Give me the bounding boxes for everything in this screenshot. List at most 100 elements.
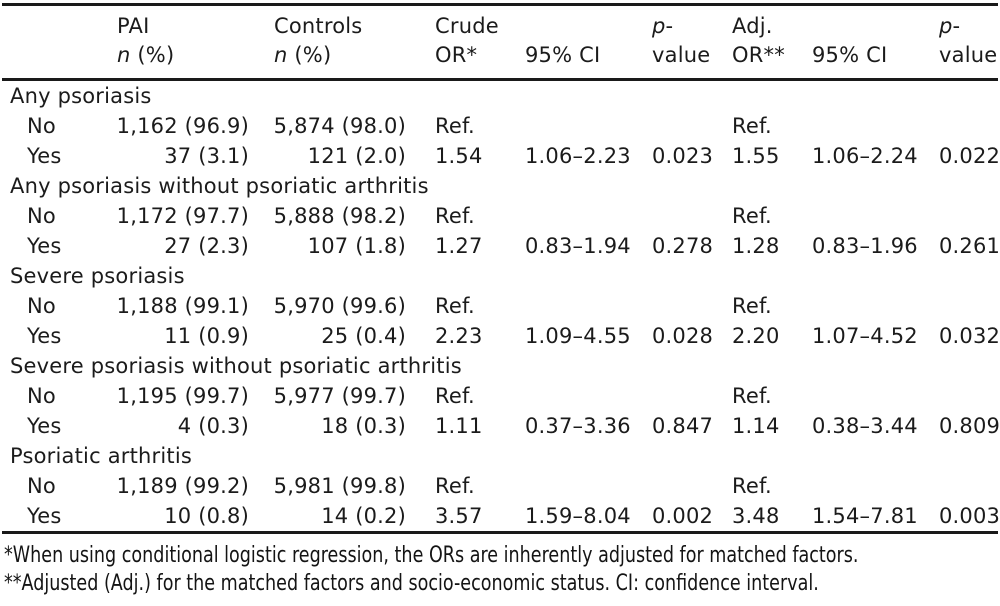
cell-pai: 27 (2.3) <box>164 234 249 258</box>
cell-ci-crude: 1.06–2.23 <box>525 144 631 168</box>
cell-pai: 4 (0.3) <box>177 414 249 438</box>
row-label: No <box>27 294 56 318</box>
header-p2-dash: - <box>952 14 961 38</box>
table-row: No 1,188 (99.1) 5,970 (99.6) Ref. Ref. <box>2 291 998 321</box>
header-crude-line2: OR* <box>435 43 478 67</box>
cell-ci-adj: 1.54–7.81 <box>812 504 918 528</box>
cell-controls: 5,874 (98.0) <box>273 114 406 138</box>
cell-pvalue-adj: 0.809 <box>939 414 1000 438</box>
cell-pvalue-adj <box>895 111 998 141</box>
header-p1-dash: - <box>665 14 674 38</box>
cell-pai: 1,188 (99.1) <box>116 294 249 318</box>
table-row: Yes 4 (0.3) 18 (0.3) 1.11 0.37–3.36 0.84… <box>2 411 1000 441</box>
cell-pvalue-crude: 0.028 <box>652 324 714 348</box>
cell-crude-or: Ref. <box>435 384 475 408</box>
cell-ci-adj <box>775 471 895 501</box>
cell-ci-crude: 0.83–1.94 <box>525 234 631 258</box>
cell-ci-adj <box>775 291 895 321</box>
cell-pai: 1,189 (99.2) <box>116 474 249 498</box>
table-header: PAI n (%) Controls n (%) Crude OR* 95% C… <box>2 4 998 81</box>
section-row-severe-psoriasis: Severe psoriasis <box>2 261 998 291</box>
section-title: Any psoriasis without psoriatic arthriti… <box>10 174 429 198</box>
header-ci-adj-label: 95% CI <box>812 43 888 67</box>
table-row: Yes 27 (2.3) 107 (1.8) 1.27 0.83–1.94 0.… <box>2 231 1000 261</box>
header-p2-value: value <box>939 43 998 67</box>
cell-pai: 37 (3.1) <box>164 144 249 168</box>
cell-pvalue-adj: 0.032 <box>939 324 1000 348</box>
cell-pvalue-crude: 0.002 <box>652 504 714 528</box>
cell-adj-or: Ref. <box>732 204 772 228</box>
cell-pai: 1,162 (96.9) <box>116 114 249 138</box>
header-pai-line1: PAI <box>117 14 150 38</box>
cell-crude-or: Ref. <box>435 474 475 498</box>
cell-controls: 14 (0.2) <box>321 504 406 528</box>
cell-adj-or: Ref. <box>732 294 772 318</box>
footnote-crude-or: *When using conditional logistic regress… <box>4 543 859 568</box>
section-title: Severe psoriasis <box>10 264 185 288</box>
cell-pai: 1,172 (97.7) <box>116 204 249 228</box>
cell-crude-or: 1.27 <box>435 234 483 258</box>
table-body: Any psoriasis No 1,162 (96.9) 5,874 (98.… <box>2 80 1000 533</box>
header-row-label <box>2 4 112 81</box>
header-adj-or: Adj. OR** <box>697 4 785 81</box>
cell-pvalue-crude <box>611 291 697 321</box>
cell-ci-crude: 1.09–4.55 <box>525 324 631 348</box>
cell-crude-or: 3.57 <box>435 504 483 528</box>
cell-controls: 5,977 (99.7) <box>273 384 406 408</box>
header-p1-value: value <box>652 43 711 67</box>
header-crude-line1: Crude <box>435 14 499 38</box>
header-pai-n: n <box>117 43 131 67</box>
section-row-psoriatic-arthritis: Psoriatic arthritis <box>2 441 998 471</box>
cell-crude-or: 2.23 <box>435 324 483 348</box>
cell-pvalue-crude: 0.278 <box>652 234 714 258</box>
cell-pai: 1,195 (99.7) <box>116 384 249 408</box>
header-ci-crude: 95% CI <box>499 4 611 81</box>
header-pvalue-adj: p- value <box>895 4 998 81</box>
cell-pvalue-adj <box>895 381 998 411</box>
cell-pvalue-adj <box>895 471 998 501</box>
header-controls-line1: Controls <box>274 14 363 38</box>
table-row: Yes 10 (0.8) 14 (0.2) 3.57 1.59–8.04 0.0… <box>2 501 1000 533</box>
cell-controls: 18 (0.3) <box>321 414 406 438</box>
table-row: No 1,195 (99.7) 5,977 (99.7) Ref. Ref. <box>2 381 998 411</box>
cell-pvalue-crude <box>611 201 697 231</box>
row-label: No <box>27 204 56 228</box>
odds-ratio-table: PAI n (%) Controls n (%) Crude OR* 95% C… <box>2 3 1000 534</box>
cell-pai: 10 (0.8) <box>164 504 249 528</box>
cell-adj-or: Ref. <box>732 114 772 138</box>
header-pai-pct: (%) <box>130 43 175 67</box>
footnote-adjusted: **Adjusted (Adj.) for the matched factor… <box>4 570 819 596</box>
paper-table-page: PAI n (%) Controls n (%) Crude OR* 95% C… <box>0 3 1000 606</box>
cell-pvalue-crude: 0.023 <box>652 144 714 168</box>
header-controls: Controls n (%) <box>252 4 409 81</box>
cell-crude-or: 1.11 <box>435 414 483 438</box>
cell-crude-or: Ref. <box>435 294 475 318</box>
header-adj-line2: OR** <box>732 43 785 67</box>
cell-pvalue-crude: 0.847 <box>652 414 714 438</box>
cell-ci-adj: 1.07–4.52 <box>812 324 918 348</box>
cell-crude-or: Ref. <box>435 114 475 138</box>
cell-controls: 5,981 (99.8) <box>273 474 406 498</box>
cell-pvalue-adj: 0.261 <box>939 234 1000 258</box>
cell-ci-crude: 0.37–3.36 <box>525 414 631 438</box>
row-label: Yes <box>27 144 62 168</box>
cell-pvalue-adj <box>895 291 998 321</box>
cell-adj-or: 3.48 <box>732 504 780 528</box>
cell-controls: 121 (2.0) <box>307 144 406 168</box>
cell-adj-or: 1.28 <box>732 234 780 258</box>
cell-pvalue-adj: 0.022 <box>939 144 1000 168</box>
header-ci-adj: 95% CI <box>775 4 895 81</box>
cell-pvalue-crude <box>611 471 697 501</box>
row-label: No <box>27 114 56 138</box>
cell-ci-crude <box>499 111 611 141</box>
cell-controls: 5,970 (99.6) <box>273 294 406 318</box>
row-label: Yes <box>27 414 62 438</box>
section-title: Severe psoriasis without psoriatic arthr… <box>10 354 462 378</box>
header-pai: PAI n (%) <box>112 4 252 81</box>
cell-crude-or: 1.54 <box>435 144 483 168</box>
cell-pai: 11 (0.9) <box>164 324 249 348</box>
section-title: Any psoriasis <box>10 84 152 108</box>
cell-adj-or: Ref. <box>732 474 772 498</box>
cell-ci-adj: 1.06–2.24 <box>812 144 918 168</box>
row-label: No <box>27 384 56 408</box>
